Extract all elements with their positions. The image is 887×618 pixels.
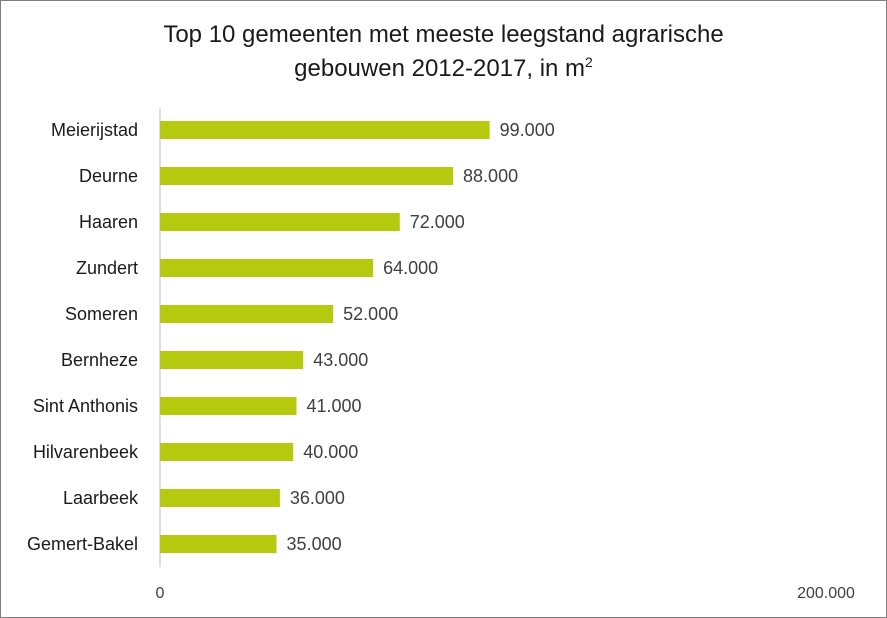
bar-6 bbox=[160, 397, 297, 415]
bar-0 bbox=[160, 121, 490, 139]
bar-8 bbox=[160, 489, 280, 507]
bar-9 bbox=[160, 535, 277, 553]
bar-5 bbox=[160, 351, 304, 369]
category-label-3: Zundert bbox=[76, 258, 138, 278]
data-label-3: 64.000 bbox=[383, 258, 438, 278]
data-label-1: 88.000 bbox=[463, 166, 518, 186]
chart-title: Top 10 gemeenten met meeste leegstand ag… bbox=[0, 18, 887, 86]
data-label-2: 72.000 bbox=[410, 212, 465, 232]
data-label-0: 99.000 bbox=[500, 120, 555, 140]
chart-title-line1: Top 10 gemeenten met meeste leegstand ag… bbox=[163, 21, 724, 48]
data-label-9: 35.000 bbox=[287, 534, 342, 554]
chart-title-line2-text: gebouwen 2012-2017, in m bbox=[294, 55, 586, 82]
category-label-7: Hilvarenbeek bbox=[33, 442, 139, 462]
data-label-6: 41.000 bbox=[307, 396, 362, 416]
data-label-5: 43.000 bbox=[313, 350, 368, 370]
category-labels-group: Meierijstad Deurne Haaren Zundert Someren Ber… bbox=[27, 120, 139, 554]
x-tick-labels-group: 0 200.000 bbox=[156, 585, 855, 602]
bar-3 bbox=[160, 259, 374, 277]
bars-group bbox=[160, 121, 490, 553]
data-label-8: 36.000 bbox=[290, 488, 345, 508]
chart-title-superscript: 2 bbox=[585, 54, 593, 70]
bar-4 bbox=[160, 305, 334, 323]
x-tick-label-0: 0 bbox=[156, 585, 165, 602]
category-label-8: Laarbeek bbox=[63, 488, 139, 508]
bar-7 bbox=[160, 443, 294, 461]
category-label-5: Bernheze bbox=[61, 350, 138, 370]
category-label-4: Someren bbox=[65, 304, 138, 324]
data-label-4: 52.000 bbox=[343, 304, 398, 324]
category-label-9: Gemert-Bakel bbox=[27, 534, 138, 554]
category-label-6: Sint Anthonis bbox=[33, 396, 138, 416]
data-label-7: 40.000 bbox=[303, 442, 358, 462]
bar-2 bbox=[160, 213, 400, 231]
category-label-2: Haaren bbox=[79, 212, 138, 232]
category-label-0: Meierijstad bbox=[51, 120, 138, 140]
bar-1 bbox=[160, 167, 454, 185]
data-labels-group: 99.000 88.000 72.000 64.000 52.000 43.000 41.0… bbox=[287, 120, 555, 554]
x-tick-label-1: 200.000 bbox=[797, 585, 855, 602]
chart-title-line2: gebouwen 2012-2017, in m2 bbox=[0, 52, 887, 86]
category-label-1: Deurne bbox=[79, 166, 138, 186]
